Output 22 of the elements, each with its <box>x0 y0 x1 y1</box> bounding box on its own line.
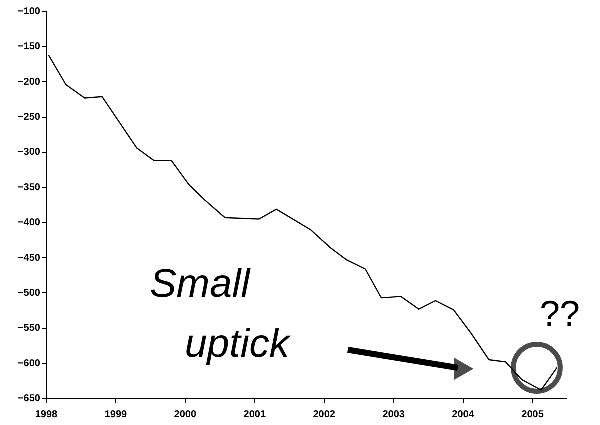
x-tick-label: 2003 <box>382 410 406 420</box>
x-tick-label: 1998 <box>35 410 58 420</box>
y-tick-label: −650 <box>18 394 41 404</box>
x-tick-label: 2001 <box>244 410 266 420</box>
x-tick-label: 2005 <box>522 410 544 420</box>
y-tick-label: −600 <box>18 358 41 370</box>
y-tick-label: −100 <box>18 6 41 18</box>
y-tick-label: −550 <box>18 323 41 334</box>
y-tick-label: −500 <box>18 288 41 299</box>
y-tick-label: −400 <box>18 218 41 229</box>
x-tick-label: 2004 <box>452 410 475 420</box>
y-tick-label: −250 <box>18 112 41 124</box>
x-tick-label: 2002 <box>313 410 336 420</box>
y-tick-label: −200 <box>18 76 41 88</box>
y-tick-label: −300 <box>18 147 41 158</box>
annotation: ?? <box>540 293 580 334</box>
y-tick-label: −150 <box>18 42 41 53</box>
x-tick-label: 1999 <box>104 410 128 420</box>
annotation: Small uptick <box>150 262 292 366</box>
y-tick-label: −350 <box>18 182 41 194</box>
x-tick-label: 2000 <box>174 410 197 420</box>
y-tick-label: −450 <box>18 252 41 264</box>
